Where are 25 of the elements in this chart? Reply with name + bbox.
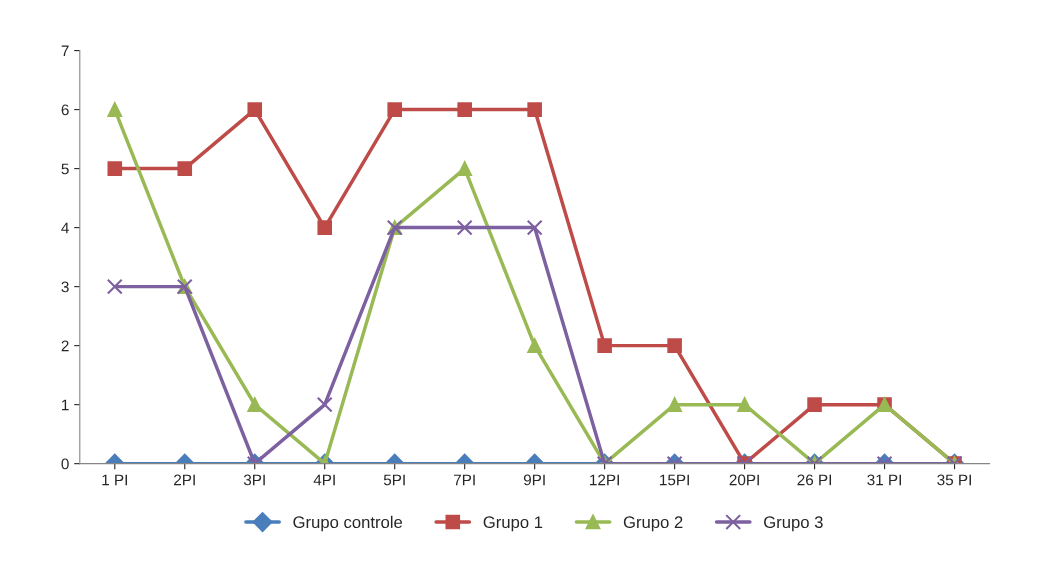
x-tick-label: 35 PI bbox=[937, 474, 971, 486]
y-tick-label: 3 bbox=[61, 281, 69, 293]
legend-label: Grupo 3 bbox=[764, 516, 823, 532]
y-tick-label: 1 bbox=[62, 399, 69, 411]
y-tick-label: 4 bbox=[61, 222, 69, 234]
y-tick-label: 7 bbox=[61, 45, 69, 57]
x-tick-label: 26 PI bbox=[797, 474, 831, 486]
x-tick-label: 4PI bbox=[313, 474, 335, 486]
x-tick-label: 12PI bbox=[590, 474, 619, 486]
x-tick-label: 3PI bbox=[243, 474, 265, 486]
y-tick-label: 2 bbox=[61, 340, 69, 352]
y-tick-label: 5 bbox=[61, 163, 69, 175]
legend-label: Grupo 2 bbox=[623, 516, 683, 532]
x-tick-label: 15PI bbox=[660, 474, 689, 486]
y-tick-label: 6 bbox=[61, 104, 69, 116]
x-tick-label: 2PI bbox=[174, 474, 195, 486]
y-tick-label: 0 bbox=[61, 458, 69, 470]
x-tick-label: 5PI bbox=[383, 474, 405, 486]
x-tick-label: 9PI bbox=[523, 474, 545, 486]
x-tick-label: 20PI bbox=[729, 474, 759, 486]
legend-label: Grupo controle bbox=[293, 515, 403, 532]
legend-label: Grupo 1 bbox=[483, 516, 543, 532]
x-tick-label: 1 PI bbox=[102, 474, 127, 486]
x-tick-label: 7PI bbox=[454, 474, 475, 486]
x-tick-label: 31 PI bbox=[867, 474, 901, 486]
